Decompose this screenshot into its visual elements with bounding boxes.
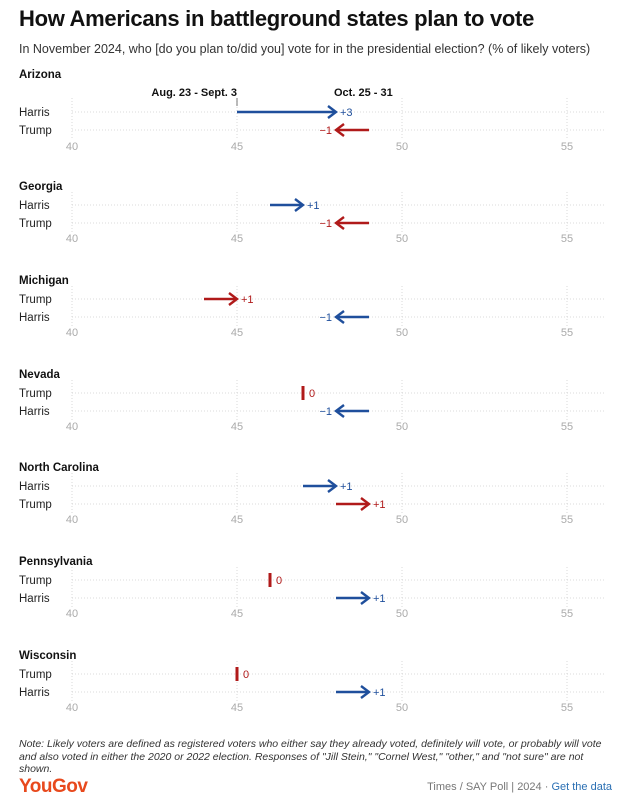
state-panel-wisconsin: Wisconsin 40 45 50 55 Trump 0 Harris +1 bbox=[19, 650, 606, 714]
state-panel-michigan: Michigan 40 45 50 55 Trump +1 Harris −1 bbox=[19, 275, 606, 339]
x-tick-label: 50 bbox=[396, 702, 408, 714]
x-tick-label: 55 bbox=[561, 327, 573, 339]
candidate-label: Harris bbox=[19, 481, 50, 493]
state-panel-pennsylvania: Pennsylvania 40 45 50 55 Trump 0 Harris +1 bbox=[19, 556, 606, 620]
footnote: Note: Likely voters are defined as regis… bbox=[19, 738, 602, 775]
x-tick-label: 45 bbox=[231, 141, 243, 153]
candidate-label: Trump bbox=[19, 125, 52, 137]
change-label: −1 bbox=[319, 406, 332, 418]
x-tick-label: 55 bbox=[561, 514, 573, 526]
change-label: −1 bbox=[319, 312, 332, 324]
change-label: +1 bbox=[340, 481, 353, 493]
x-tick-label: 40 bbox=[66, 608, 78, 620]
chart-subtitle: In November 2024, who [do you plan to/di… bbox=[19, 42, 591, 56]
change-label: +1 bbox=[373, 687, 386, 699]
change-label: +1 bbox=[373, 593, 386, 605]
candidate-label: Trump bbox=[19, 499, 52, 511]
x-tick-label: 45 bbox=[231, 421, 243, 433]
change-arrowhead bbox=[360, 591, 371, 605]
change-label: +1 bbox=[241, 294, 254, 306]
candidate-label: Harris bbox=[19, 593, 50, 605]
x-tick-label: 50 bbox=[396, 233, 408, 245]
x-tick-label: 50 bbox=[396, 514, 408, 526]
change-arrowhead bbox=[294, 198, 305, 212]
state-panel-arizona: Arizona Aug. 23 - Sept. 3 Oct. 25 - 31 40 45… bbox=[19, 69, 606, 153]
state-label: Wisconsin bbox=[19, 650, 76, 662]
chart-title: How Americans in battleground states pla… bbox=[19, 6, 535, 31]
change-label: 0 bbox=[243, 669, 249, 681]
state-panel-nevada: Nevada 40 45 50 55 Trump 0 Harris −1 bbox=[19, 369, 606, 433]
x-tick-label: 40 bbox=[66, 421, 78, 433]
change-arrowhead bbox=[327, 105, 338, 119]
change-arrowhead bbox=[228, 292, 239, 306]
x-tick-label: 40 bbox=[66, 233, 78, 245]
x-tick-label: 55 bbox=[561, 608, 573, 620]
change-arrowhead bbox=[334, 404, 345, 418]
candidate-label: Harris bbox=[19, 687, 50, 699]
x-tick-label: 55 bbox=[561, 421, 573, 433]
change-label: +3 bbox=[340, 107, 353, 119]
change-arrowhead bbox=[334, 123, 345, 137]
change-label: +1 bbox=[373, 499, 386, 511]
change-label: +1 bbox=[307, 200, 320, 212]
change-label: −1 bbox=[319, 125, 332, 137]
get-the-data-link[interactable]: Get the data bbox=[551, 781, 612, 793]
change-arrowhead bbox=[360, 497, 371, 511]
candidate-label: Harris bbox=[19, 200, 50, 212]
x-tick-label: 45 bbox=[231, 702, 243, 714]
x-tick-label: 45 bbox=[231, 608, 243, 620]
x-tick-label: 40 bbox=[66, 702, 78, 714]
x-tick-label: 55 bbox=[561, 233, 573, 245]
candidate-label: Trump bbox=[19, 388, 52, 400]
x-tick-label: 50 bbox=[396, 421, 408, 433]
candidate-label: Harris bbox=[19, 107, 50, 119]
source-text: Times / SAY Poll | 2024 · bbox=[427, 781, 552, 793]
change-arrowhead bbox=[327, 479, 338, 493]
x-tick-label: 55 bbox=[561, 141, 573, 153]
x-tick-label: 40 bbox=[66, 514, 78, 526]
x-tick-label: 45 bbox=[231, 514, 243, 526]
period-label-start: Aug. 23 - Sept. 3 bbox=[151, 87, 237, 99]
change-arrowhead bbox=[360, 685, 371, 699]
change-label: 0 bbox=[276, 575, 282, 587]
candidate-label: Harris bbox=[19, 406, 50, 418]
candidate-label: Trump bbox=[19, 218, 52, 230]
state-label: Georgia bbox=[19, 181, 63, 193]
state-label: North Carolina bbox=[19, 462, 99, 474]
change-label: 0 bbox=[309, 388, 315, 400]
state-label: Pennsylvania bbox=[19, 556, 93, 568]
candidate-label: Trump bbox=[19, 669, 52, 681]
source-line: Times / SAY Poll | 2024 · Get the data bbox=[427, 781, 612, 793]
state-panel-north-carolina: North Carolina 40 45 50 55 Harris +1 Trump +1 bbox=[19, 462, 606, 526]
state-panel-georgia: Georgia 40 45 50 55 Harris +1 Trump −1 bbox=[19, 181, 606, 245]
x-tick-label: 50 bbox=[396, 141, 408, 153]
change-arrowhead bbox=[334, 310, 345, 324]
state-label: Arizona bbox=[19, 69, 62, 81]
x-tick-label: 40 bbox=[66, 141, 78, 153]
x-tick-label: 45 bbox=[231, 233, 243, 245]
candidate-label: Harris bbox=[19, 312, 50, 324]
period-label-end: Oct. 25 - 31 bbox=[334, 87, 393, 99]
x-tick-label: 40 bbox=[66, 327, 78, 339]
state-label: Nevada bbox=[19, 369, 61, 381]
x-tick-label: 55 bbox=[561, 702, 573, 714]
x-tick-label: 50 bbox=[396, 327, 408, 339]
state-label: Michigan bbox=[19, 275, 69, 287]
x-tick-label: 50 bbox=[396, 608, 408, 620]
change-label: −1 bbox=[319, 218, 332, 230]
candidate-label: Trump bbox=[19, 294, 52, 306]
yougov-logo: YouGov bbox=[19, 776, 88, 797]
x-tick-label: 45 bbox=[231, 327, 243, 339]
change-arrowhead bbox=[334, 216, 345, 230]
candidate-label: Trump bbox=[19, 575, 52, 587]
